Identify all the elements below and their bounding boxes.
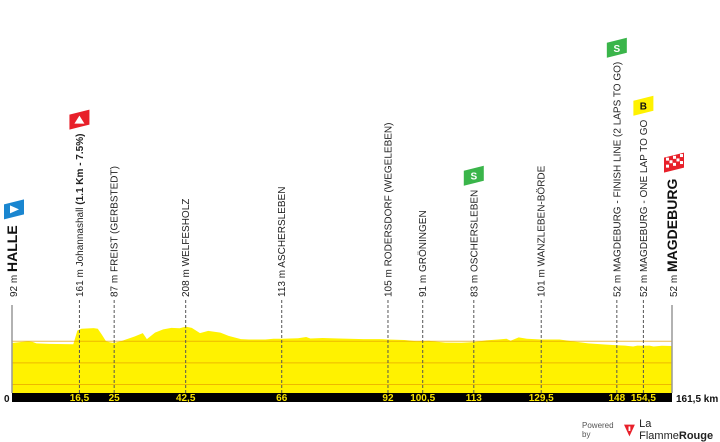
checker-square [673,155,676,159]
finish-city: MAGDEBURG [664,179,680,272]
waypoint-label: 208 m WELFESHOLZ [181,199,192,297]
km-label: 129,5 [529,393,554,404]
checker-square [673,162,676,166]
sprint-flag-icon-shape [463,165,484,186]
checker-square [680,161,683,165]
km-label: 92 [382,393,394,404]
start-label: 92 m HALLE [4,225,20,297]
play-glyph [10,205,19,214]
climb-flag-icon [69,109,90,130]
checker-square [669,160,673,164]
start-elevation: 92 m [9,272,20,297]
finish-checkered-flag-icon [664,152,684,173]
elevation-area [12,326,672,393]
waypoint-label: 105 m RODERSDORF (WEGELEBEN) [383,123,394,297]
bonus-flag-icon: B [633,95,654,116]
checker-square [666,157,669,161]
bonus-flag-icon-letter: B [640,102,647,113]
waypoint-label: 52 m MAGDEBURG - ONE LAP TO GO [639,120,650,297]
powered-by-label: Powered by [582,421,614,439]
waypoint-label: 101 m WANZLEBEN-BÖRDE [536,165,548,297]
km-label: 16,5 [70,393,90,404]
km-label: 25 [109,393,121,404]
waypoint-name: 83 m OSCHERSLEBEN [469,190,480,297]
km-label: 100,5 [410,393,435,404]
waypoint-name: 208 m WELFESHOLZ [181,199,192,297]
bonus-flag-icon-shape [633,95,654,116]
waypoint-name: 113 m ASCHERSLEBEN [277,187,288,297]
checker-square [680,154,683,158]
mountain-glyph [74,115,85,124]
distance-bar [12,393,672,402]
sprint-flag-icon-letter: S [613,44,620,55]
waypoint-name: 105 m RODERSDORF (WEGELEBEN) [383,123,394,297]
waypoint-name: 52 m MAGDEBURG - ONE LAP TO GO [639,120,650,297]
finish-elevation: 52 m [669,272,680,297]
sprint-flag-icon-shape [606,37,627,58]
sprint-flag-icon: S [463,165,484,186]
waypoint-label: 113 m ASCHERSLEBEN [277,187,288,297]
waypoint-name: 52 m MAGDEBURG - FINISH LINE (2 LAPS TO … [612,62,623,297]
sprint-flag-icon-letter: S [470,172,477,183]
km-label: 113 [466,393,483,404]
km-label: 154,5 [631,393,656,404]
waypoint-name: 91 m GRÖNINGEN [417,210,429,297]
sprint-flag-icon: S [606,37,627,58]
flamme-rouge-logo-icon [624,424,636,436]
waypoint-label: 83 m OSCHERSLEBEN [469,190,480,297]
waypoint-label: 161 m Johannashall (1.1 Km - 7.5%) [75,134,86,297]
km-label: 42,5 [176,393,196,404]
start-city: HALLE [4,225,20,272]
km-label: 66 [276,393,288,404]
waypoint-name: 101 m WANZLEBEN-BÖRDE [536,165,548,297]
start-flag-icon [4,199,24,220]
km-label-start: 0 [4,394,10,405]
waypoint-name: 161 m Johannashall [75,207,86,297]
waypoint-name: 87 m FREIST (GERBSTEDT) [110,166,121,297]
waypoint-label: 91 m GRÖNINGEN [417,210,429,297]
km-label: 148 [608,393,625,404]
climb-info: (1.1 Km - 7.5%) [75,134,86,208]
checker-square [666,164,669,168]
finish-label: 52 m MAGDEBURG [664,179,680,297]
brand-name: La FlammeRouge [639,418,714,442]
waypoint-label: 87 m FREIST (GERBSTEDT) [110,166,121,297]
waypoint-label: 52 m MAGDEBURG - FINISH LINE (2 LAPS TO … [612,62,623,297]
checker-square [676,158,680,162]
footer: Powered by La FlammeRouge [582,418,720,442]
km-label-finish: 161,5 km [676,394,718,405]
